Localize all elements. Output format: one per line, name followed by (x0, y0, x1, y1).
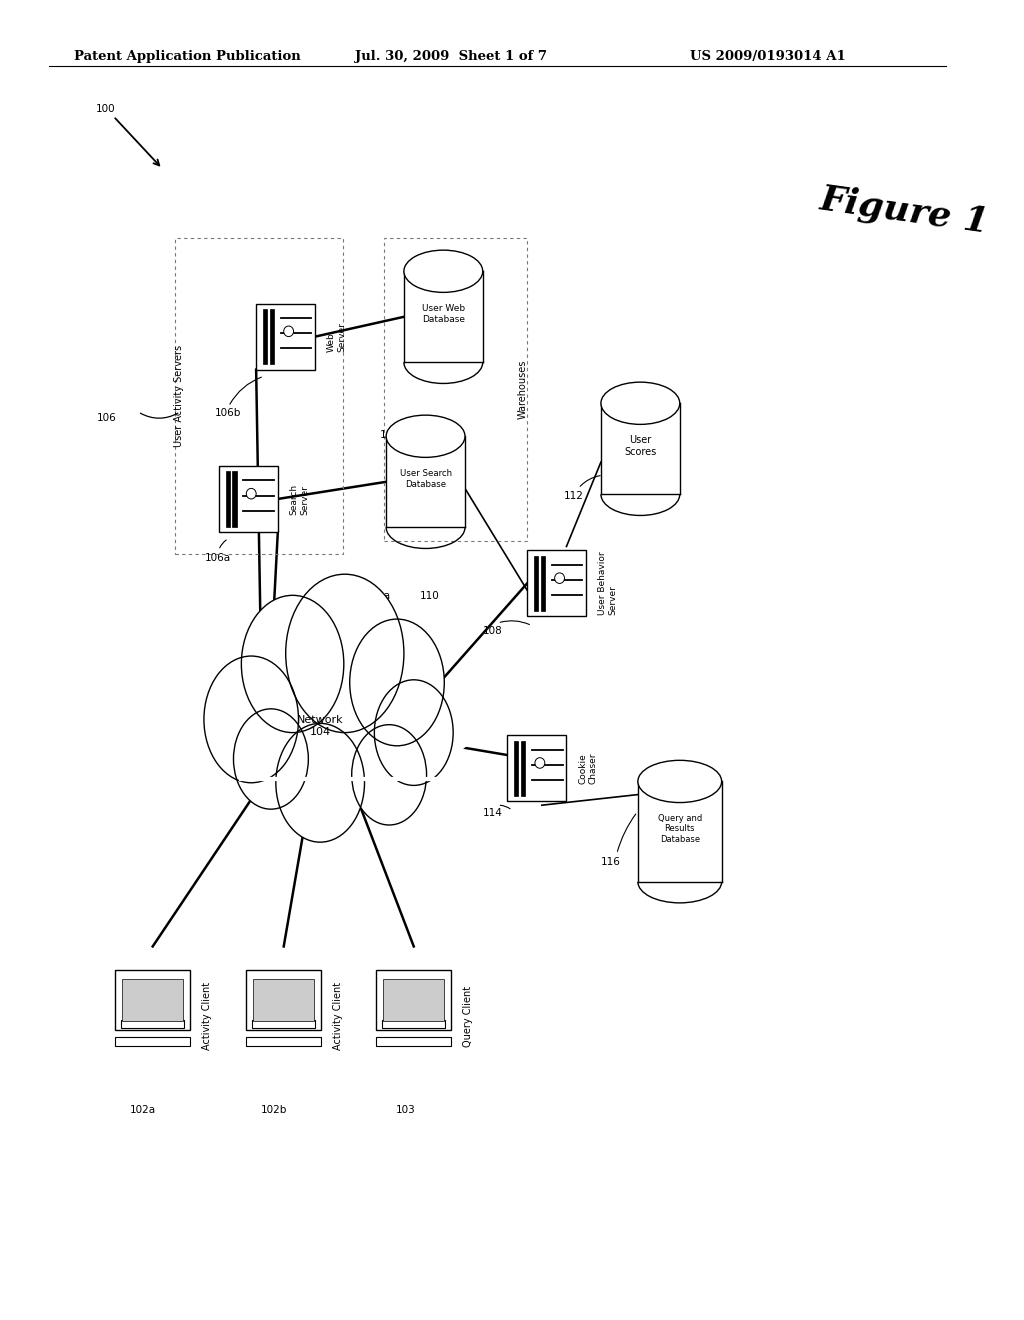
Circle shape (375, 680, 454, 785)
Text: 103: 103 (396, 1105, 416, 1115)
Circle shape (275, 723, 365, 842)
Text: 102b: 102b (261, 1105, 287, 1115)
Circle shape (242, 595, 344, 733)
FancyBboxPatch shape (225, 471, 229, 527)
Circle shape (351, 725, 427, 825)
Text: 110: 110 (420, 591, 439, 602)
FancyBboxPatch shape (115, 970, 190, 1030)
Ellipse shape (535, 758, 545, 768)
FancyBboxPatch shape (514, 741, 518, 796)
FancyBboxPatch shape (270, 309, 274, 364)
FancyBboxPatch shape (521, 741, 525, 796)
FancyBboxPatch shape (115, 1036, 190, 1047)
FancyBboxPatch shape (376, 970, 452, 1030)
FancyBboxPatch shape (383, 979, 444, 1020)
Text: 110a: 110a (365, 591, 390, 602)
Text: 112: 112 (563, 491, 584, 502)
Text: User Activity Servers: User Activity Servers (174, 345, 184, 447)
Text: US 2009/0193014 A1: US 2009/0193014 A1 (689, 50, 846, 63)
FancyBboxPatch shape (256, 304, 315, 370)
Polygon shape (601, 404, 680, 494)
Text: 102a: 102a (130, 1105, 156, 1115)
Circle shape (350, 619, 444, 746)
Ellipse shape (601, 383, 680, 425)
Polygon shape (403, 272, 482, 362)
FancyBboxPatch shape (246, 1036, 322, 1047)
Text: Warehouses: Warehouses (518, 360, 528, 418)
FancyBboxPatch shape (507, 735, 566, 801)
Circle shape (286, 574, 403, 733)
Text: User Search
Database: User Search Database (399, 470, 452, 488)
FancyBboxPatch shape (122, 979, 183, 1020)
Text: Query and
Results
Database: Query and Results Database (657, 814, 701, 843)
Text: Query Client: Query Client (463, 986, 473, 1047)
Text: 114: 114 (482, 808, 503, 818)
Text: Patent Application Publication: Patent Application Publication (74, 50, 301, 63)
Text: 110b: 110b (380, 430, 407, 441)
FancyBboxPatch shape (534, 556, 538, 611)
Text: Activity Client: Activity Client (202, 982, 212, 1051)
Ellipse shape (555, 573, 564, 583)
Text: User Web
Database: User Web Database (422, 305, 465, 323)
Ellipse shape (284, 326, 294, 337)
Text: Cookie
Chaser: Cookie Chaser (579, 752, 598, 784)
Text: 106b: 106b (215, 408, 241, 418)
FancyBboxPatch shape (246, 970, 322, 1030)
FancyBboxPatch shape (121, 1020, 184, 1028)
Text: 116: 116 (601, 857, 621, 867)
Text: 100: 100 (95, 104, 115, 115)
Text: Web
Server: Web Server (327, 322, 346, 351)
Text: Figure 1: Figure 1 (818, 182, 991, 240)
Circle shape (204, 656, 299, 783)
Circle shape (233, 709, 308, 809)
Text: User
Scores: User Scores (625, 436, 656, 457)
FancyBboxPatch shape (382, 1020, 445, 1028)
Ellipse shape (386, 414, 465, 458)
FancyBboxPatch shape (376, 1036, 452, 1047)
Text: Jul. 30, 2009  Sheet 1 of 7: Jul. 30, 2009 Sheet 1 of 7 (354, 50, 547, 63)
Text: Search
Server: Search Server (290, 483, 309, 515)
Ellipse shape (638, 760, 722, 803)
FancyBboxPatch shape (219, 466, 278, 532)
Text: Network
104: Network 104 (297, 715, 343, 737)
Text: Activity Client: Activity Client (333, 982, 343, 1051)
Ellipse shape (247, 488, 256, 499)
FancyBboxPatch shape (541, 556, 545, 611)
Polygon shape (386, 436, 465, 527)
FancyBboxPatch shape (527, 550, 586, 616)
Ellipse shape (187, 660, 482, 779)
Ellipse shape (403, 251, 482, 292)
Text: 106a: 106a (205, 553, 231, 564)
Text: 108: 108 (482, 626, 503, 636)
Polygon shape (638, 781, 722, 882)
FancyBboxPatch shape (263, 309, 267, 364)
FancyBboxPatch shape (253, 979, 314, 1020)
FancyBboxPatch shape (252, 1020, 315, 1028)
FancyBboxPatch shape (232, 471, 237, 527)
Text: User Behavior
Server: User Behavior Server (598, 552, 617, 615)
Text: 106: 106 (96, 413, 117, 424)
